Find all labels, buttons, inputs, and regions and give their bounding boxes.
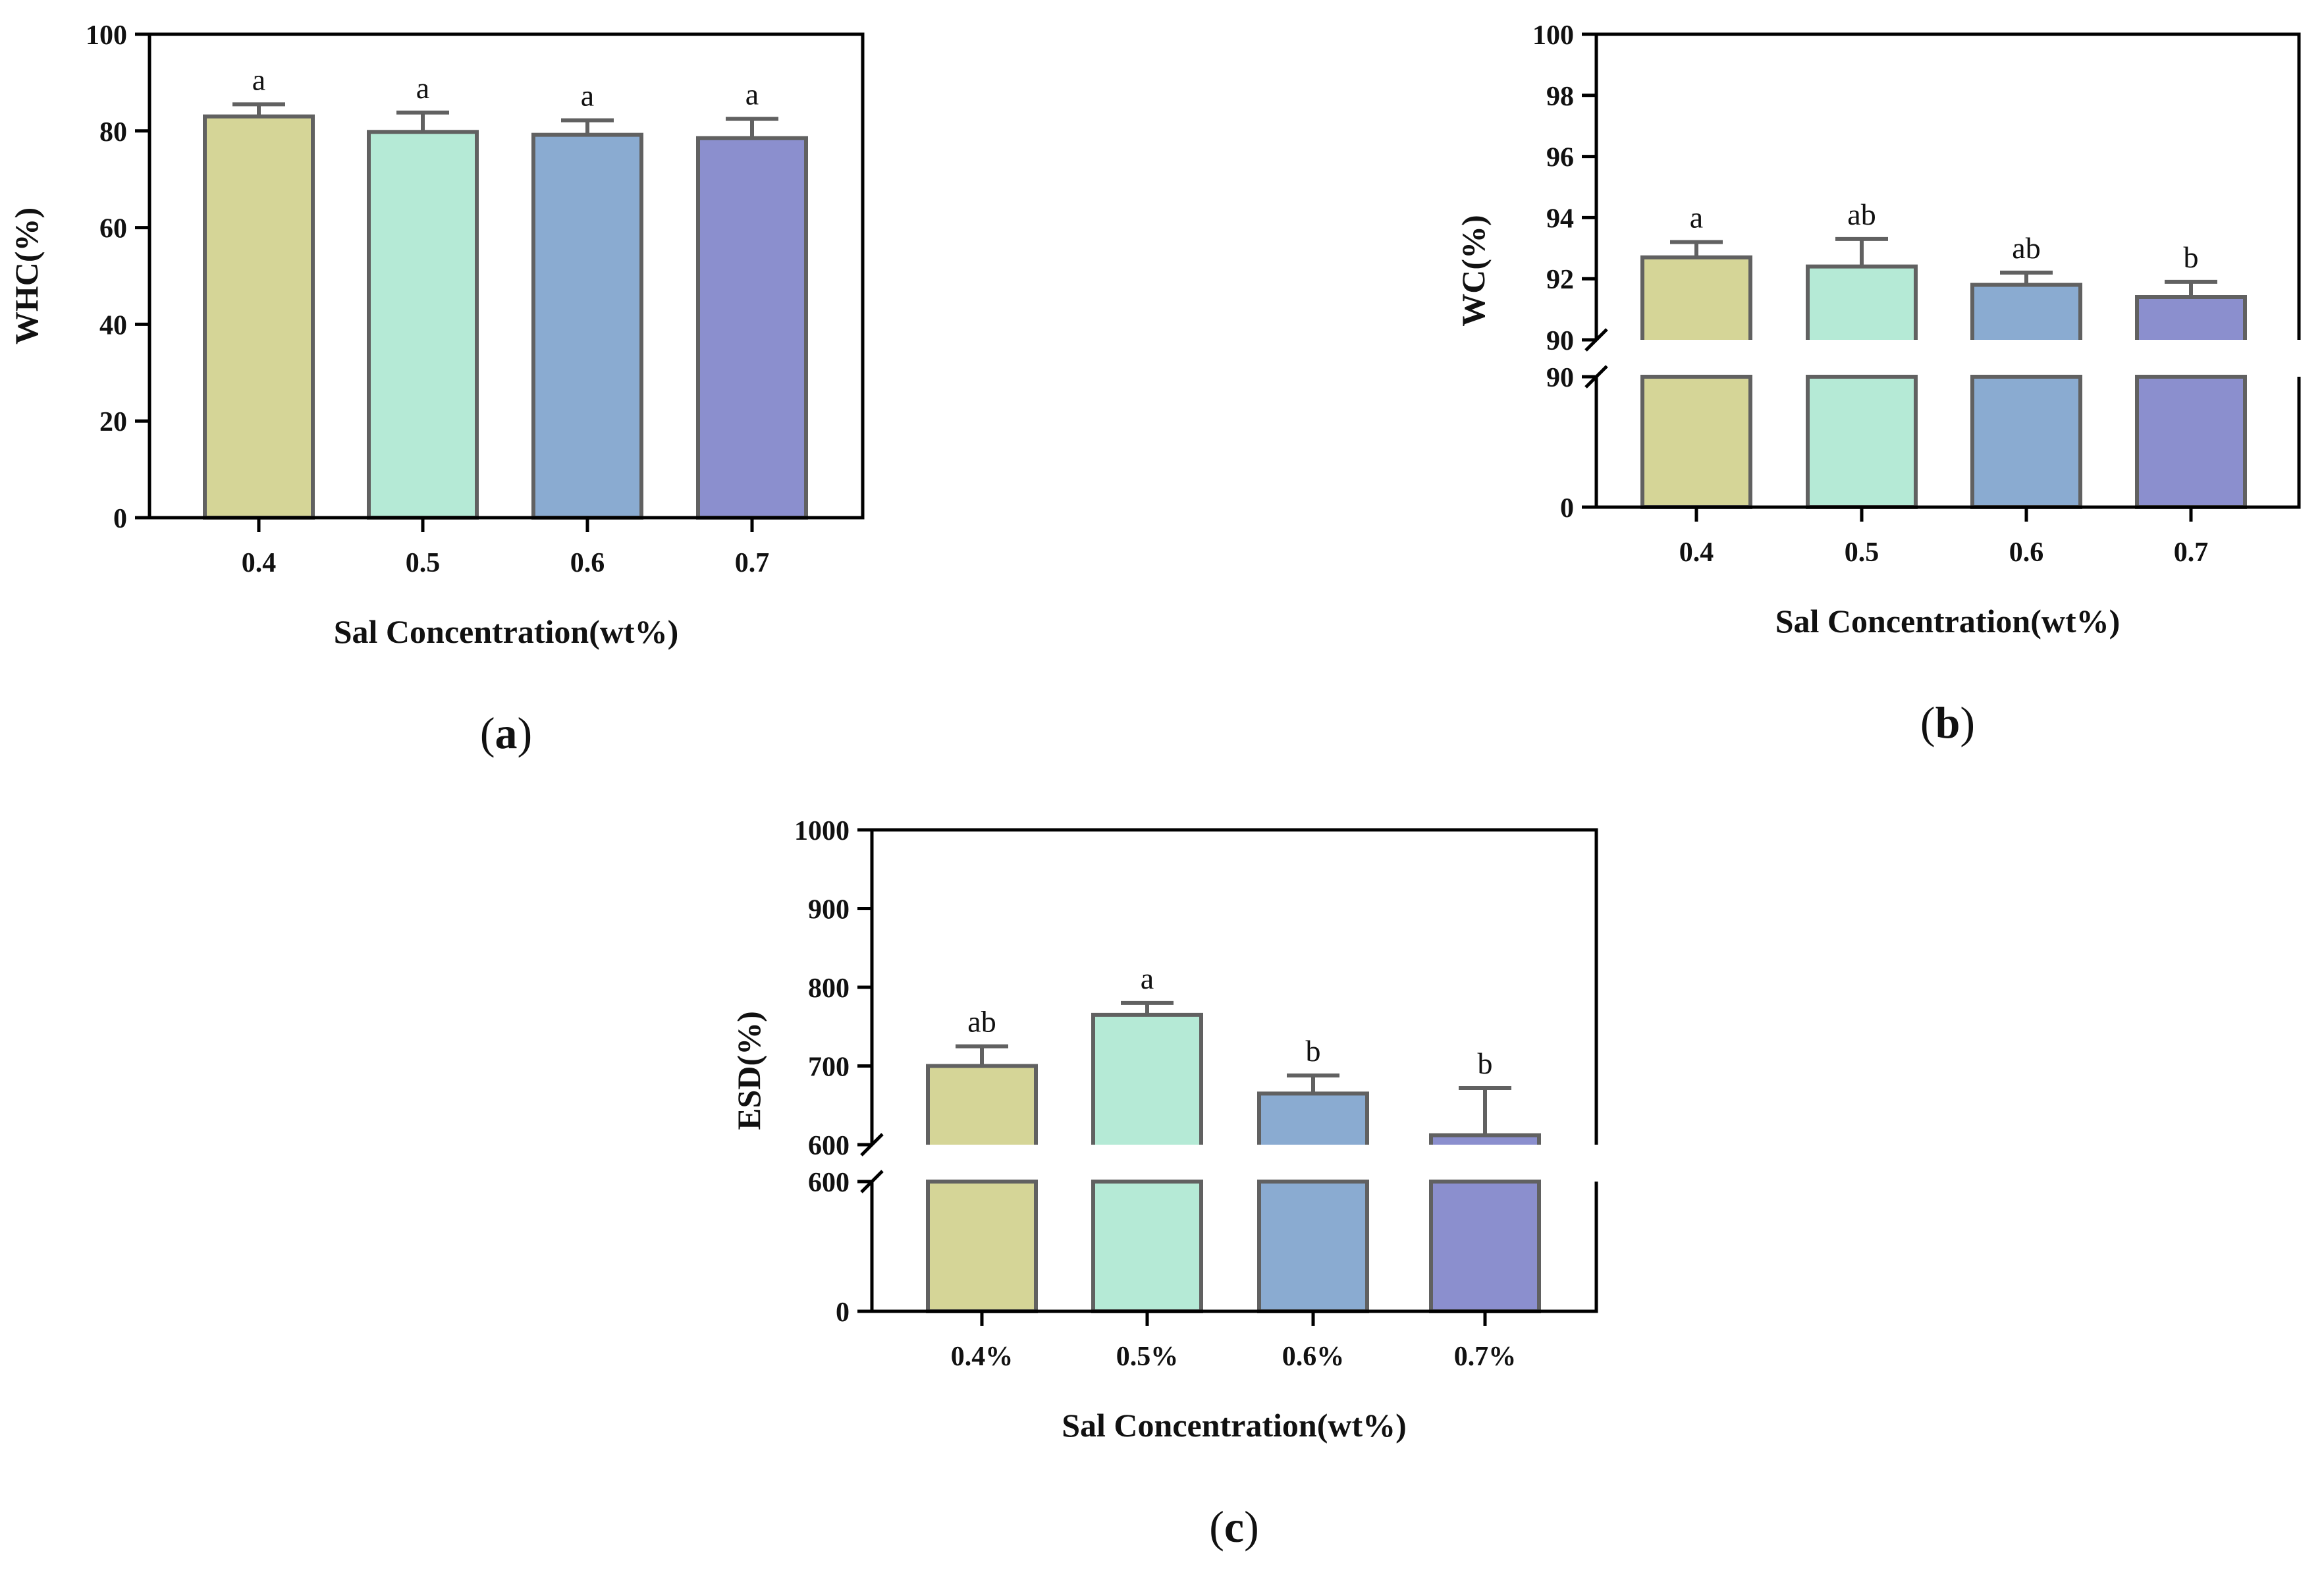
- chart-panel-b: a ab ab b 0 90 90 92 94 96 98 100 0.4 0.5 0.6 0.7 Sal Co…: [1455, 20, 2301, 748]
- y-tick-label: 92: [1546, 265, 1574, 295]
- axis-frame-lower: [870, 1182, 1598, 1313]
- bar-lower-0.4: [1640, 375, 1752, 509]
- y-tick-label: 700: [808, 1052, 850, 1083]
- bar-upper-0.5%: [1093, 1014, 1201, 1145]
- bar-0.7: [696, 136, 808, 520]
- bar-0.6: [531, 132, 643, 520]
- y-tick-label: 1000: [794, 816, 850, 846]
- bar-upper-0.7: [2137, 297, 2245, 340]
- bar-0.5: [367, 130, 479, 520]
- significance-label: b: [2184, 240, 2199, 274]
- x-axis-title: Sal Concentration(wt%): [334, 613, 679, 650]
- x-tick-label: 0.6: [570, 548, 605, 578]
- x-tick-label: 0.4: [242, 548, 277, 578]
- bar-lower-0.7%: [1429, 1180, 1541, 1313]
- y-tick-label: 0: [113, 504, 127, 534]
- bar-lower-0.5%: [1091, 1180, 1203, 1313]
- significance-label: b: [1478, 1047, 1493, 1080]
- y-tick-label: 96: [1546, 143, 1574, 173]
- x-tick-label: 0.7: [735, 548, 770, 578]
- y-tick-label: 600: [808, 1131, 850, 1161]
- y-tick-label: 900: [808, 895, 850, 925]
- bar-lower-0.6%: [1257, 1180, 1369, 1313]
- y-tick-label: 20: [99, 407, 127, 437]
- bar-upper-0.4: [1642, 257, 1750, 340]
- panel-label: (c): [1209, 1502, 1259, 1552]
- y-tick-label: 90: [1546, 326, 1574, 356]
- y-tick-label: 600: [808, 1168, 850, 1198]
- x-tick-label: 0.6: [2009, 537, 2044, 568]
- bar-lower-0.7: [2135, 375, 2247, 509]
- y-tick-label: 100: [86, 20, 127, 51]
- x-axis-title: Sal Concentration(wt%): [1775, 603, 2121, 640]
- y-tick-label: 60: [99, 214, 127, 244]
- y-axis-title: WC(%): [1455, 215, 1492, 326]
- axis-frame-upper: [1594, 32, 2301, 340]
- bar-lower-0.6: [1970, 375, 2082, 509]
- y-tick-label: 0: [836, 1297, 850, 1328]
- significance-label: a: [1690, 201, 1703, 234]
- y-tick-label: 0: [1560, 493, 1574, 524]
- axis-frame-lower: [1594, 377, 2301, 509]
- bar-0.4: [203, 114, 315, 520]
- panel-label: (b): [1920, 697, 1975, 748]
- chart-panel-a: a a a a 0 20 40 60 80 100 0.4 0.5 0.6 0.7 Sal Concentr…: [8, 20, 865, 758]
- bar-upper-0.4%: [928, 1066, 1036, 1145]
- bar-upper-0.6%: [1259, 1093, 1367, 1145]
- significance-label: a: [745, 77, 759, 111]
- bar-upper-0.7%: [1431, 1135, 1539, 1145]
- y-tick-label: 40: [99, 310, 127, 341]
- significance-label: a: [581, 79, 594, 113]
- y-tick-label: 80: [99, 117, 127, 148]
- panel-label: (a): [480, 708, 532, 758]
- x-tick-label: 0.5%: [1116, 1342, 1179, 1372]
- axis-frame: [148, 32, 865, 520]
- bar-upper-0.5: [1808, 266, 1916, 340]
- y-tick-label: 98: [1546, 82, 1574, 112]
- y-tick-label: 90: [1546, 363, 1574, 393]
- x-tick-label: 0.7: [2174, 537, 2209, 568]
- x-tick-label: 0.4: [1679, 537, 1714, 568]
- y-tick-label: 94: [1546, 204, 1574, 234]
- significance-label: a: [1141, 962, 1154, 995]
- y-tick-label: 100: [1532, 20, 1574, 51]
- bar-upper-0.6: [1972, 285, 2080, 340]
- y-tick-label: 800: [808, 973, 850, 1004]
- significance-label: b: [1306, 1034, 1321, 1068]
- significance-label: ab: [967, 1005, 996, 1039]
- bar-lower-0.4%: [926, 1180, 1038, 1313]
- significance-label: ab: [2012, 231, 2040, 265]
- x-tick-label: 0.5: [1845, 537, 1879, 568]
- significance-label: ab: [1847, 198, 1876, 231]
- y-axis-title: WHC(%): [8, 207, 45, 344]
- significance-label: a: [252, 63, 265, 96]
- bar-lower-0.5: [1806, 375, 1918, 509]
- y-axis-title: ESD(%): [730, 1011, 767, 1130]
- x-tick-label: 0.4%: [951, 1342, 1013, 1372]
- x-tick-label: 0.6%: [1282, 1342, 1345, 1372]
- significance-label: a: [416, 71, 429, 105]
- x-axis-title: Sal Concentration(wt%): [1062, 1407, 1407, 1444]
- x-tick-label: 0.5: [406, 548, 441, 578]
- x-tick-label: 0.7%: [1454, 1342, 1517, 1372]
